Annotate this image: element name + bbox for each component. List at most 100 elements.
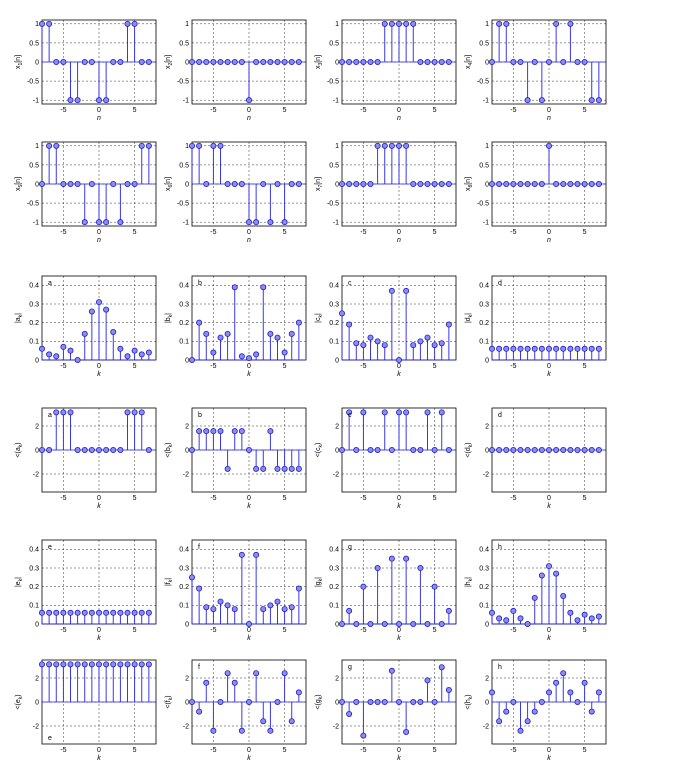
stem-marker bbox=[445, 59, 452, 66]
stem-marker bbox=[217, 59, 224, 66]
stem-marker bbox=[267, 59, 274, 66]
stem-marker bbox=[238, 727, 245, 734]
y-tick-label: 0 bbox=[185, 621, 189, 628]
stem-marker bbox=[295, 689, 302, 696]
y-tick-label: 0 bbox=[35, 181, 39, 188]
y-axis-label: |bk| bbox=[165, 313, 174, 323]
stem-marker bbox=[196, 428, 203, 435]
stem-marker bbox=[417, 338, 424, 345]
x-axis-label: k bbox=[97, 755, 101, 762]
stem-marker bbox=[360, 180, 367, 187]
stem-marker bbox=[353, 621, 360, 628]
y-tick-label: 0.1 bbox=[29, 603, 39, 610]
stem-marker bbox=[81, 219, 88, 226]
y-tick-label: -2 bbox=[483, 471, 489, 478]
stem-marker bbox=[531, 594, 538, 601]
stem-marker bbox=[203, 180, 210, 187]
stem-marker bbox=[388, 555, 395, 562]
stem-marker bbox=[531, 59, 538, 66]
stem-marker bbox=[553, 446, 560, 453]
y-tick-label: 0.3 bbox=[179, 565, 189, 572]
x-tick-label: 0 bbox=[397, 495, 401, 502]
y-tick-label: 2 bbox=[185, 675, 189, 682]
stem-marker bbox=[138, 661, 145, 668]
stem-marker bbox=[395, 699, 402, 706]
stem-marker bbox=[231, 606, 238, 613]
stem-marker bbox=[338, 310, 345, 317]
stem-marker bbox=[488, 689, 495, 696]
stem-marker bbox=[67, 409, 74, 416]
x-tick-label: -5 bbox=[210, 363, 216, 370]
stem-marker bbox=[245, 621, 252, 628]
stem-marker bbox=[588, 708, 595, 715]
y-tick-label: 0.2 bbox=[179, 320, 189, 327]
stem-marker bbox=[295, 465, 302, 472]
x-tick-label: 5 bbox=[133, 747, 137, 754]
y-tick-label: -2 bbox=[333, 723, 339, 730]
y-tick-label: 1 bbox=[35, 143, 39, 150]
stem-marker bbox=[224, 670, 231, 677]
stem-marker bbox=[424, 409, 431, 416]
stem-marker bbox=[496, 345, 503, 352]
x-tick-label: 0 bbox=[97, 495, 101, 502]
x-tick-label: 0 bbox=[547, 363, 551, 370]
stem-marker bbox=[381, 409, 388, 416]
stem-marker bbox=[445, 607, 452, 614]
x-tick-label: 5 bbox=[433, 363, 437, 370]
stem-marker bbox=[274, 59, 281, 66]
x-tick-label: 0 bbox=[97, 747, 101, 754]
stem-marker bbox=[403, 555, 410, 562]
y-tick-label: 1 bbox=[185, 143, 189, 150]
stem-marker bbox=[288, 465, 295, 472]
x-axis-label: n bbox=[247, 237, 251, 244]
stem-marker bbox=[595, 446, 602, 453]
y-tick-label: 0.2 bbox=[479, 320, 489, 327]
stem-marker bbox=[546, 689, 553, 696]
x-tick-label: -5 bbox=[360, 363, 366, 370]
stem-marker bbox=[517, 446, 524, 453]
stem-marker bbox=[131, 661, 138, 668]
chart-panel-mag-b: 0.4 0.3 0.2 0.1 0 -5 0 5 k |bk| b bbox=[165, 275, 307, 378]
x-tick-label: 5 bbox=[133, 229, 137, 236]
stem-marker bbox=[274, 180, 281, 187]
y-tick-label: 0.4 bbox=[179, 283, 189, 290]
x-tick-label: -5 bbox=[360, 747, 366, 754]
y-tick-label: 0.5 bbox=[329, 162, 339, 169]
stem-marker bbox=[253, 59, 260, 66]
y-tick-label: 0.5 bbox=[29, 162, 39, 169]
stem-marker bbox=[224, 602, 231, 609]
stem-marker bbox=[381, 20, 388, 27]
chart-panel-x8: 1 0.5 0 -0.5 -1 -5 0 5 n x8[n] bbox=[465, 141, 607, 244]
x-tick-label: 0 bbox=[97, 363, 101, 370]
y-axis-label: <(ck) bbox=[315, 443, 324, 458]
stem-marker bbox=[524, 718, 531, 725]
y-tick-label: -0.5 bbox=[27, 200, 39, 207]
stem-marker bbox=[88, 446, 95, 453]
stem-marker bbox=[510, 607, 517, 614]
x-axis-label: k bbox=[247, 755, 251, 762]
chart-panel-mag-a: 0.4 0.3 0.2 0.1 0 -5 0 5 k |ak| a bbox=[15, 275, 157, 378]
stem-marker bbox=[524, 345, 531, 352]
stem-marker bbox=[503, 20, 510, 27]
y-axis-label: |ek| bbox=[15, 577, 24, 587]
stem-marker bbox=[188, 142, 195, 149]
x-tick-label: 5 bbox=[133, 627, 137, 634]
y-tick-label: 0.2 bbox=[329, 320, 339, 327]
stem-marker bbox=[260, 718, 267, 725]
stem-marker bbox=[438, 621, 445, 628]
stem-marker bbox=[295, 319, 302, 326]
x-tick-label: -5 bbox=[510, 747, 516, 754]
stem-marker bbox=[110, 446, 117, 453]
y-tick-label: 0.4 bbox=[29, 547, 39, 554]
stem-marker bbox=[295, 180, 302, 187]
chart-panel-mag-h: 0.4 0.3 0.2 0.1 0 -5 0 5 k |hk| h bbox=[465, 539, 607, 642]
y-tick-label: 1 bbox=[485, 143, 489, 150]
stem-marker bbox=[581, 679, 588, 686]
stem-marker bbox=[524, 180, 531, 187]
stem-marker bbox=[488, 59, 495, 66]
stem-marker bbox=[553, 180, 560, 187]
y-axis-label: |ak| bbox=[15, 313, 24, 323]
stem-marker bbox=[567, 345, 574, 352]
stem-marker bbox=[267, 428, 274, 435]
stem-marker bbox=[567, 180, 574, 187]
